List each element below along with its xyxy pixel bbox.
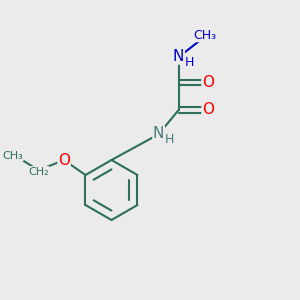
Text: O: O <box>202 103 214 118</box>
Text: H: H <box>185 56 194 69</box>
Text: CH₃: CH₃ <box>2 151 23 161</box>
Text: CH₂: CH₂ <box>28 167 49 177</box>
Text: H: H <box>165 133 174 146</box>
Text: O: O <box>58 153 70 168</box>
Text: N: N <box>173 49 184 64</box>
Text: O: O <box>202 75 214 90</box>
Text: N: N <box>153 126 164 141</box>
Text: CH₃: CH₃ <box>194 28 217 42</box>
